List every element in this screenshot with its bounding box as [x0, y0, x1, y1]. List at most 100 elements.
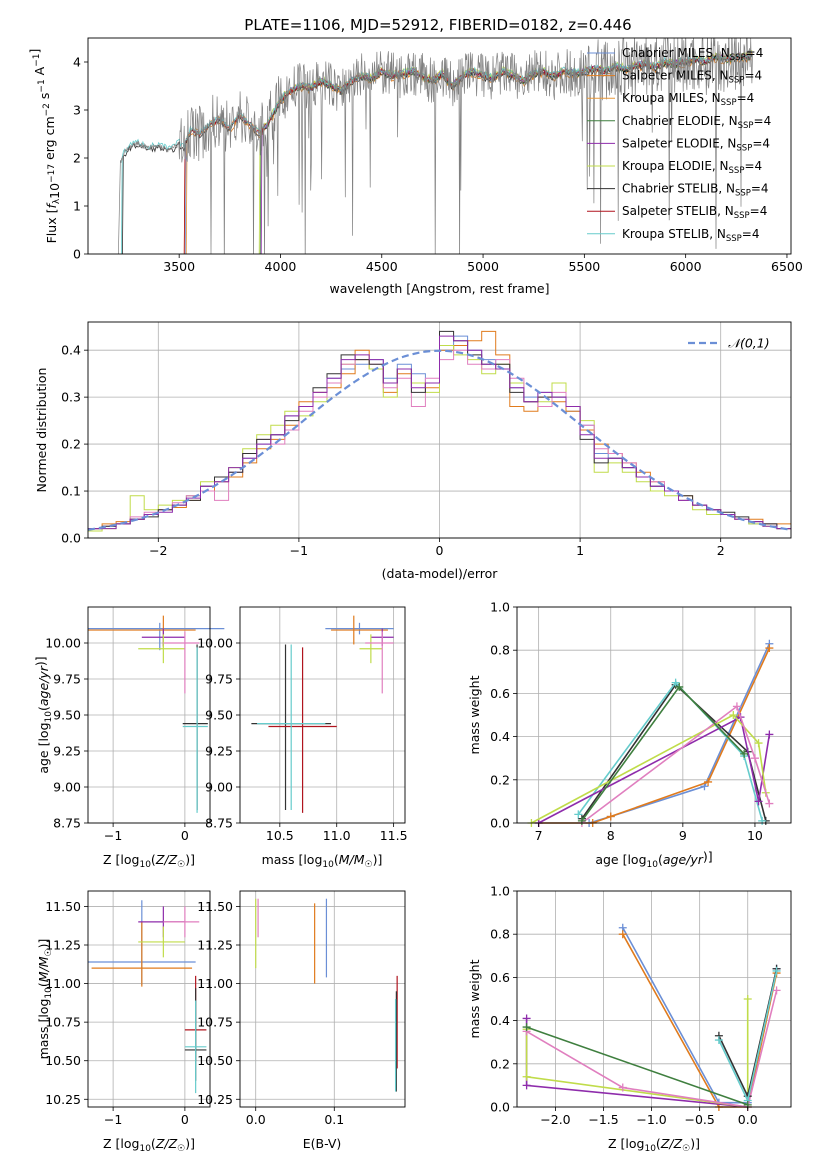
label-part: (: [334, 852, 339, 867]
weight-marker: [740, 749, 749, 758]
label-part: ☉: [682, 1144, 690, 1154]
y-label-part: −1: [32, 53, 42, 66]
axes-frame: [87, 37, 792, 255]
panel-weight_vs_age: 7 8 9 10 0.0 0.2 0.4 0.6 0.8 1.0 mass weight age [l…: [467, 600, 792, 870]
label-part: mass [log: [262, 852, 323, 867]
label-part: 10: [44, 711, 54, 723]
label-part: M/M: [36, 956, 51, 982]
weight-marker: [618, 1083, 627, 1092]
y-axis-label: age [log10(age/yr)]: [33, 656, 54, 773]
label-part: ☉: [365, 860, 373, 870]
normal-curve: [87, 349, 792, 531]
x-tick-label: 2: [717, 543, 725, 558]
y-axis-label: Normed distribution: [34, 368, 49, 493]
y-tick-label: 2: [73, 151, 81, 166]
y-tick-label: 10.50: [45, 1053, 81, 1068]
weight-marker: [704, 777, 713, 786]
legend-sub: SSP: [734, 211, 750, 221]
legend-label: Salpeter ELODIE, NSSP=4: [622, 136, 770, 153]
legend-text: Salpeter MILES, N: [622, 69, 729, 83]
figure-title: PLATE=1106, MJD=52912, FIBERID=0182, z=0…: [244, 16, 631, 34]
legend-text: Chabrier STELIB, N: [622, 182, 735, 196]
axes-frame: [239, 890, 406, 1108]
x-tick-label: 4500: [366, 259, 398, 274]
label-part: age/yr: [36, 665, 51, 706]
y-tick-label: 1.0: [490, 884, 510, 899]
y-tick-label: 0.2: [490, 772, 510, 787]
label-part: Z [log: [103, 852, 139, 867]
x-tick-label: −1: [104, 828, 122, 843]
y-tick-label: 1.0: [490, 600, 510, 615]
plot-area: [522, 923, 781, 1111]
label-part: )]: [373, 852, 383, 867]
y-tick-label: 0.0: [490, 1100, 510, 1115]
weight-marker: [754, 739, 763, 748]
weight-marker: [758, 816, 767, 825]
axes-frame: [87, 890, 211, 1108]
label-part: (: [36, 706, 51, 711]
x-tick-label: −2.0: [540, 1112, 570, 1127]
y-tick-label: 11.25: [45, 938, 81, 953]
weight-marker: [577, 816, 586, 825]
y-tick-label: 9.75: [53, 672, 81, 687]
label-part: )]: [33, 656, 48, 666]
y-tick-label: 11.00: [45, 976, 81, 991]
legend-label: 𝒩(0,1): [728, 336, 770, 351]
y-tick-label: 0.8: [490, 643, 510, 658]
y-tick-label: 4: [73, 55, 81, 70]
y-axis-label: mass [log10(M/M☉)]: [36, 939, 54, 1060]
y-tick-label: 10.25: [197, 1092, 233, 1107]
weight-marker: [732, 702, 741, 711]
legend-label: Chabrier ELODIE, NSSP=4: [622, 114, 771, 131]
legend-label: Kroupa MILES, NSSP=4: [622, 91, 754, 108]
x-tick-label: 10.5: [266, 828, 294, 843]
panel-age_vs_mass: 10.5 11.0 11.5 8.75 9.00 9.25 9.50 9.75 10.00 mas…: [197, 606, 408, 870]
y-tick-label: 9.25: [53, 744, 81, 759]
weight-marker: [750, 754, 759, 763]
x-tick-label: 0: [181, 1112, 189, 1127]
weight-marker: [772, 966, 781, 975]
y-tick-label: 9.50: [53, 708, 81, 723]
legend-text: Chabrier MILES, N: [622, 46, 730, 60]
label-part: Z [log: [608, 1136, 644, 1151]
label-part: M/M: [339, 852, 365, 867]
legend-suffix: =4: [742, 227, 760, 241]
x-tick-label: −1: [290, 543, 308, 558]
x-tick-label: 11.0: [323, 828, 351, 843]
y-label-part: s: [37, 93, 52, 104]
label-part: 10: [44, 987, 54, 999]
x-tick-label: 11.5: [380, 828, 408, 843]
y-tick-label: 0.8: [490, 927, 510, 942]
panel-residuals: −2 −1 0 1 2 0.0 0.1 0.2 0.3 0.4 𝒩(0,1) Normed distr…: [34, 321, 792, 581]
y-label-part: −2: [42, 103, 52, 116]
x-tick-label: 1: [576, 543, 584, 558]
histogram-step: [87, 335, 791, 530]
y-tick-label: 0.6: [490, 970, 510, 985]
panel-mass_vs_ebv: 0.0 0.1 10.25 10.50 10.75 11.00 11.25 11.50 E(B-…: [197, 890, 406, 1151]
y-axis-label: mass weight: [467, 959, 482, 1038]
y-tick-label: 0: [73, 247, 81, 262]
legend-sub: SSP: [738, 121, 754, 131]
y-tick-label: 1: [73, 199, 81, 214]
label-part: 10: [644, 1144, 656, 1154]
y-label-part: 10: [47, 183, 62, 199]
label-part: Z [log: [103, 1136, 139, 1151]
legend-sub: SSP: [735, 189, 751, 199]
legend-label: Chabrier STELIB, NSSP=4: [622, 182, 769, 199]
y-axis-label: mass weight: [467, 675, 482, 754]
weight-marker: [606, 812, 615, 821]
y-axis-label: Flux [fλ10−17 erg cm−2 s−1 A−1]: [27, 49, 62, 244]
label-part: ☉: [177, 860, 185, 870]
legend-text: Kroupa MILES, N: [622, 91, 721, 105]
legend-text: Kroupa ELODIE, N: [622, 159, 729, 173]
y-tick-label: 0.6: [490, 686, 510, 701]
y-tick-label: 0.4: [490, 1013, 510, 1028]
weight-line: [538, 716, 771, 824]
x-axis-label: mass [log10(M/M☉)]: [262, 852, 383, 870]
label-part: )]: [36, 939, 51, 949]
plot-area: [118, 38, 753, 254]
y-tick-label: 10.50: [197, 1053, 233, 1068]
y-tick-label: 9.50: [205, 708, 233, 723]
label-part: (: [36, 982, 51, 987]
